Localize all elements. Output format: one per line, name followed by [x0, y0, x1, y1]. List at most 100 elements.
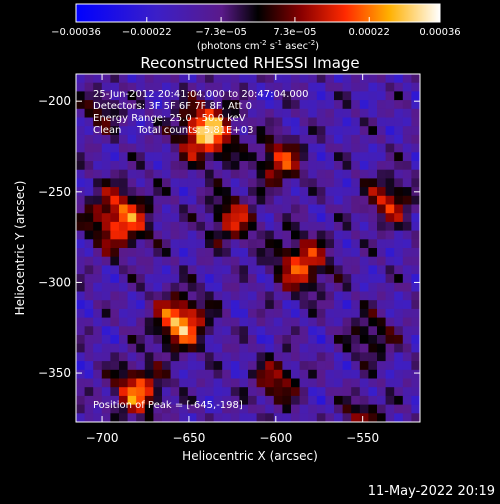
heatmap-cell	[230, 230, 240, 240]
heatmap-cell	[351, 117, 361, 127]
heatmap-cell	[308, 369, 318, 379]
heatmap-cell	[402, 361, 412, 371]
heatmap-cell	[308, 300, 318, 310]
heatmap-cell	[136, 282, 146, 292]
heatmap-cell	[110, 413, 120, 423]
heatmap-cell	[222, 100, 232, 110]
heatmap-cell	[101, 204, 111, 214]
heatmap-cell	[282, 204, 292, 214]
heatmap-cell	[93, 326, 103, 336]
heatmap-cell	[282, 256, 292, 266]
heatmap-cell	[351, 221, 361, 231]
heatmap-cell	[162, 300, 171, 310]
heatmap-cell	[248, 343, 257, 353]
heatmap-cell	[385, 378, 395, 388]
heatmap-cell	[351, 265, 361, 275]
heatmap-cell	[110, 248, 120, 258]
heatmap-cell	[153, 352, 163, 362]
heatmap-cell	[351, 100, 361, 110]
heatmap-cell	[230, 248, 240, 258]
heatmap-cell	[377, 308, 386, 318]
heatmap-cell	[230, 387, 240, 397]
y-axis-label: Heliocentric Y (arcsec)	[13, 181, 27, 316]
heatmap-cell	[402, 239, 412, 249]
heatmap-cell	[256, 74, 266, 84]
heatmap-cell	[76, 108, 85, 118]
heatmap-cell	[136, 308, 146, 318]
heatmap-cell	[256, 134, 266, 144]
heatmap-cell	[213, 230, 223, 240]
heatmap-cell	[93, 91, 103, 101]
heatmap-cell	[205, 91, 214, 101]
heatmap-cell	[101, 378, 111, 388]
heatmap-cell	[205, 108, 214, 118]
heatmap-cell	[299, 291, 309, 301]
heatmap-cell	[299, 343, 309, 353]
heatmap-cell	[256, 317, 266, 327]
heatmap-cell	[196, 326, 206, 336]
heatmap-cell	[222, 274, 232, 284]
heatmap-cell	[153, 152, 163, 162]
heatmap-cell	[230, 187, 240, 197]
heatmap-cell	[144, 308, 154, 318]
heatmap-cell	[187, 387, 197, 397]
heatmap-cell	[119, 169, 128, 179]
heatmap-cell	[394, 317, 404, 327]
heatmap-cell	[385, 204, 395, 214]
heatmap-cell	[170, 248, 180, 258]
heatmap-cell	[136, 248, 146, 258]
heatmap-cell	[196, 187, 206, 197]
heatmap-cell	[187, 395, 197, 405]
heatmap-cell	[205, 326, 214, 336]
heatmap-cell	[84, 291, 94, 301]
heatmap-cell	[136, 143, 146, 153]
heatmap-cell	[153, 161, 163, 171]
heatmap-cell	[359, 335, 369, 345]
heatmap-cell	[377, 178, 386, 188]
heatmap-cell	[299, 317, 309, 327]
heatmap-cell	[162, 230, 171, 240]
heatmap-cell	[394, 256, 404, 266]
heatmap-cell	[351, 361, 361, 371]
heatmap-cell	[359, 413, 369, 423]
heatmap-cell	[93, 404, 103, 414]
heatmap-cell	[325, 195, 335, 205]
heatmap-cell	[170, 134, 180, 144]
heatmap-cell	[325, 343, 335, 353]
heatmap-cell	[334, 82, 343, 92]
heatmap-cell	[273, 117, 283, 127]
heatmap-cell	[101, 239, 111, 249]
heatmap-cell	[359, 387, 369, 397]
heatmap-cell	[299, 126, 309, 136]
heatmap-cell	[273, 387, 283, 397]
heatmap-cell	[308, 239, 318, 249]
heatmap-cell	[170, 395, 180, 405]
heatmap-cell	[351, 248, 361, 258]
heatmap-cell	[93, 204, 103, 214]
heatmap-cell	[127, 143, 137, 153]
heatmap-cell	[213, 369, 223, 379]
heatmap-cell	[162, 161, 171, 171]
heatmap-cell	[239, 361, 249, 371]
heatmap-cell	[213, 239, 223, 249]
heatmap-cell	[187, 248, 197, 258]
heatmap-cell	[205, 343, 214, 353]
heatmap-cell	[308, 195, 318, 205]
heatmap-cell	[93, 230, 103, 240]
heatmap-cell	[222, 221, 232, 231]
heatmap-cell	[402, 291, 412, 301]
heatmap-cell	[144, 369, 154, 379]
heatmap-cell	[316, 204, 326, 214]
heatmap-cell	[334, 326, 343, 336]
heatmap-cell	[84, 335, 94, 345]
heatmap-cell	[325, 395, 335, 405]
heatmap-cell	[205, 117, 214, 127]
heatmap-cell	[411, 352, 421, 362]
heatmap-cell	[265, 343, 275, 353]
heatmap-cell	[265, 317, 275, 327]
heatmap-cell	[93, 195, 103, 205]
heatmap-cell	[402, 74, 412, 84]
heatmap-cell	[299, 300, 309, 310]
heatmap-cell	[316, 213, 326, 223]
heatmap-cell	[127, 169, 137, 179]
